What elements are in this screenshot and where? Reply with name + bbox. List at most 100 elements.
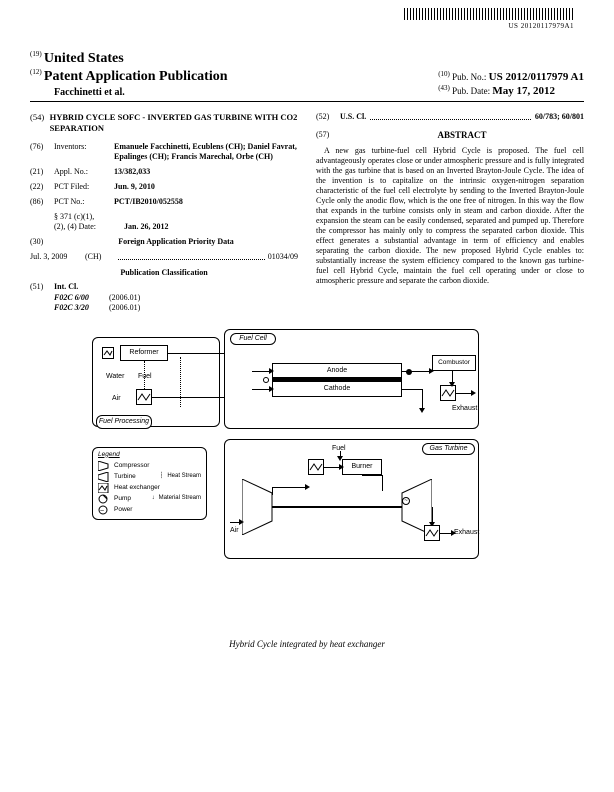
field-19: (19): [30, 50, 42, 58]
anode-label: Anode: [327, 364, 347, 378]
wire: [362, 475, 382, 476]
appl-label: Appl. No.:: [54, 167, 114, 177]
legend-hdr: Legend: [98, 451, 201, 459]
fuel-cell-label: Fuel Cell: [230, 333, 276, 345]
pubdate-label: Pub. Date:: [452, 86, 490, 96]
legend-panel: Legend Compressor Turbine ┆Heat Stream H…: [92, 447, 207, 520]
foreign-data-field: Jul. 3, 2009 (CH) 01034/09: [30, 252, 298, 262]
field-12: (12): [30, 68, 42, 76]
exhaust-label-2: Exhaust: [454, 529, 479, 536]
air-label-2: Air: [230, 527, 239, 534]
intcl-label: Int. Cl.: [54, 282, 78, 292]
pump-icon: [98, 494, 110, 504]
intcl-1-code: F02C 6/00: [54, 293, 109, 303]
pub-number: US 2012/0117979 A1: [489, 71, 584, 83]
left-column: (54) HYBRID CYCLE SOFC - INVERTED GAS TU…: [30, 112, 298, 312]
foreign-date: Jul. 3, 2009: [30, 252, 85, 262]
water-label: Water: [106, 373, 124, 380]
fuel-cell-stack: Anode Cathode: [272, 363, 402, 397]
foreign-appno: 01034/09: [268, 252, 298, 262]
node-dot: [263, 377, 269, 383]
abstract-text: A new gas turbine-fuel cell Hybrid Cycle…: [316, 146, 584, 286]
wire: [324, 467, 342, 468]
fuel-processing-label: Fuel Processing: [96, 415, 152, 429]
svg-text:~: ~: [100, 508, 104, 515]
wire: [382, 475, 383, 491]
turbomachinery-icon: [242, 479, 432, 535]
wire: [252, 389, 272, 390]
legend-power: Power: [114, 506, 132, 514]
pubno-label: Pub. No.:: [452, 72, 486, 82]
pct-no: PCT/IB2010/052558: [114, 197, 298, 207]
legend-heatex: Heat exchanger: [114, 484, 160, 492]
abstract-hdr: ABSTRACT: [340, 130, 584, 141]
s371-line1: § 371 (c)(1),: [54, 212, 298, 222]
inventors-field: (76) Inventors: Emanuele Facchinetti, Ec…: [30, 142, 298, 162]
pctno-field: (86) PCT No.: PCT/IB2010/052558: [30, 197, 298, 207]
fuel-label-2: Fuel: [332, 445, 346, 452]
field-51: (51): [30, 282, 54, 292]
dots: [370, 112, 531, 120]
combustor-box: Combustor: [432, 355, 476, 371]
s371-line2: (2), (4) Date:: [54, 222, 124, 232]
field-43: (43): [438, 84, 450, 92]
header-right: (10) Pub. No.: US 2012/0117979 A1 (43) P…: [438, 70, 584, 99]
wire: [422, 389, 423, 411]
appl-field: (21) Appl. No.: 13/382,033: [30, 167, 298, 177]
pub-date: May 17, 2012: [492, 85, 555, 97]
legend-heatstream: Heat Stream: [167, 473, 201, 481]
heatex-icon: [98, 483, 110, 493]
wire: [230, 522, 242, 523]
pctfiled-label: PCT Filed:: [54, 182, 114, 192]
intcl-list: F02C 6/00(2006.01) F02C 3/20(2006.01): [54, 293, 298, 313]
heatex-4: [424, 525, 440, 541]
legend-compressor: Compressor: [114, 462, 149, 470]
foreign-country: (CH): [85, 252, 115, 262]
wire: [252, 371, 272, 372]
power-icon: ~: [98, 505, 110, 515]
wire: [432, 507, 433, 525]
heat-stream-2: [180, 357, 181, 407]
intcl-1-ver: (2006.01): [109, 293, 169, 303]
applicant-name: Facchinetti et al.: [54, 87, 125, 98]
pctfiled-date: Jun. 9, 2010: [114, 182, 298, 192]
field-57: (57): [316, 130, 340, 145]
field-22: (22): [30, 182, 54, 192]
wire: [440, 533, 454, 534]
heatex-3: [308, 459, 324, 475]
gas-turbine-label: Gas Turbine: [422, 443, 475, 455]
right-column: (52) U.S. Cl. 60/783; 60/801 (57)ABSTRAC…: [316, 112, 584, 312]
wire: [272, 487, 308, 488]
figure-caption: Hybrid Cycle integrated by heat exchange…: [30, 639, 584, 649]
s371-date-field: (2), (4) Date: Jan. 26, 2012: [30, 222, 298, 232]
pub-type: Patent Application Publication: [44, 69, 228, 84]
uscl-value: 60/783; 60/801: [535, 112, 584, 122]
legend-matstream: Material Stream: [159, 495, 201, 503]
foreign-priority-hdr: Foreign Application Priority Data: [54, 237, 298, 247]
wire: [456, 393, 474, 394]
turbine-icon: [98, 472, 110, 482]
wire: [272, 487, 273, 495]
reformer-box: Reformer: [120, 345, 168, 361]
title-field: (54) HYBRID CYCLE SOFC - INVERTED GAS TU…: [30, 112, 298, 133]
inventors-list: Emanuele Facchinetti, Ecublens (CH); Dan…: [114, 142, 298, 162]
compressor-icon: [98, 461, 110, 471]
exhaust-label-1: Exhaust: [452, 405, 477, 412]
field-52: (52): [316, 112, 340, 122]
burner-box: Burner: [342, 459, 382, 475]
uscl-field: (52) U.S. Cl. 60/783; 60/801: [316, 112, 584, 122]
wire: [402, 371, 432, 372]
legend-pump: Pump: [114, 495, 131, 503]
foreign-hdr-field: (30) Foreign Application Priority Data: [30, 237, 298, 247]
heatex-small-1: [102, 347, 114, 359]
air-label-1: Air: [112, 395, 121, 402]
pctno-label: PCT No.:: [54, 197, 114, 207]
field-30: (30): [30, 237, 54, 247]
uscl-label: U.S. Cl.: [340, 112, 366, 122]
s371-field: § 371 (c)(1),: [30, 212, 298, 222]
field-76: (76): [30, 142, 54, 162]
invention-title: HYBRID CYCLE SOFC - INVERTED GAS TURBINE…: [50, 112, 298, 133]
legend-turbine: Turbine: [114, 473, 136, 481]
wire: [340, 451, 341, 459]
node-dot: [406, 369, 412, 375]
